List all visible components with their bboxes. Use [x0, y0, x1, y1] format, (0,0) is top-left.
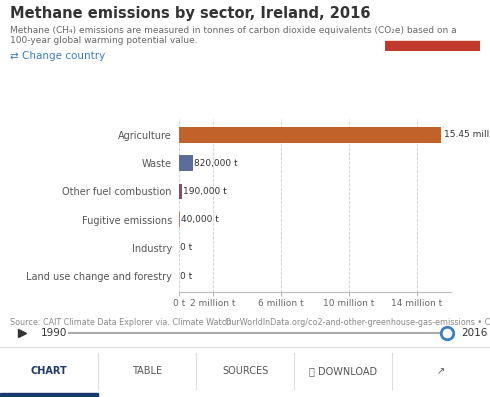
Bar — [179, 127, 441, 143]
Text: 1990: 1990 — [40, 328, 67, 338]
Bar — [385, 41, 480, 51]
Text: 15.45 million t: 15.45 million t — [443, 130, 490, 139]
Text: 100-year global warming potential value.: 100-year global warming potential value. — [10, 36, 197, 45]
Text: SOURCES: SOURCES — [222, 366, 268, 376]
Text: in Data: in Data — [414, 27, 451, 36]
Text: ↗: ↗ — [437, 366, 445, 376]
Text: 820,000 t: 820,000 t — [194, 158, 238, 168]
Text: ⤓ DOWNLOAD: ⤓ DOWNLOAD — [309, 366, 377, 376]
Text: 0 t: 0 t — [180, 272, 192, 281]
Text: Source: CAIT Climate Data Explorer via. Climate Watch: Source: CAIT Climate Data Explorer via. … — [10, 318, 231, 327]
Bar — [0, 393, 98, 397]
Text: 2016: 2016 — [462, 328, 488, 338]
Bar — [179, 183, 182, 199]
Text: Methane emissions by sector, Ireland, 2016: Methane emissions by sector, Ireland, 20… — [10, 6, 370, 21]
Bar — [179, 155, 193, 171]
Text: 0 t: 0 t — [180, 243, 192, 252]
Text: OurWorldInData.org/co2-and-other-greenhouse-gas-emissions • CC BY: OurWorldInData.org/co2-and-other-greenho… — [225, 318, 490, 327]
Text: 40,000 t: 40,000 t — [181, 215, 219, 224]
Text: 190,000 t: 190,000 t — [183, 187, 227, 196]
Text: Our World: Our World — [407, 13, 458, 23]
Text: TABLE: TABLE — [132, 366, 162, 376]
Text: Methane (CH₄) emissions are measured in tonnes of carbon dioxide equivalents (CO: Methane (CH₄) emissions are measured in … — [10, 26, 456, 35]
Text: ⇄ Change country: ⇄ Change country — [10, 51, 105, 61]
Text: CHART: CHART — [30, 366, 67, 376]
